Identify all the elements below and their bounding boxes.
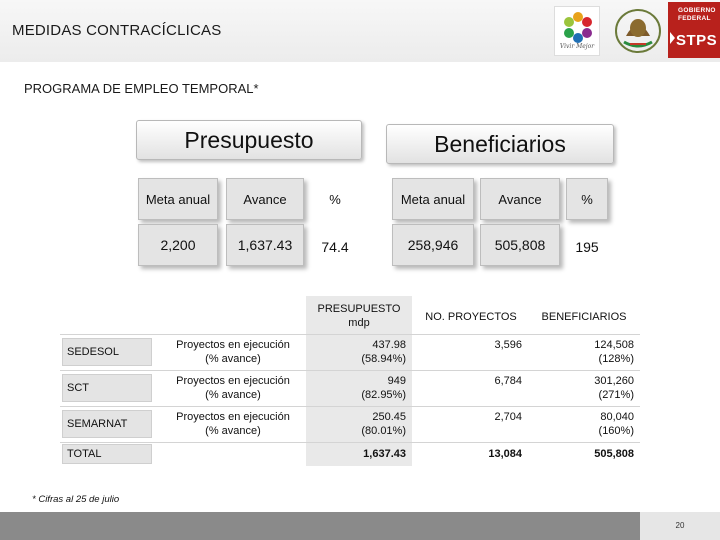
row-label-sedesol: SEDESOL — [62, 338, 152, 366]
row-label-total: TOTAL — [62, 444, 152, 464]
row-desc-semarnat: Proyectos en ejecución (% avance) — [162, 410, 304, 438]
presupuesto-header: Presupuesto — [136, 120, 362, 160]
table-divider — [60, 406, 640, 407]
total-beneficiarios: 505,808 — [594, 448, 634, 460]
table-divider — [60, 442, 640, 443]
slide-title: MEDIDAS CONTRACÍCLICAS — [12, 22, 222, 39]
slide-subtitle: PROGRAMA DE EMPLEO TEMPORAL* — [24, 81, 259, 96]
row-desc-sedesol: Proyectos en ejecución (% avance) — [162, 338, 304, 366]
row-label-sct: SCT — [62, 374, 152, 402]
row-desc-sct: Proyectos en ejecución (% avance) — [162, 374, 304, 402]
vivir-mejor-logo: Vivir Mejor — [554, 6, 600, 56]
row-desc-line1: Proyectos en ejecución — [176, 411, 290, 423]
gobierno-text: GOBIERNO — [678, 7, 716, 14]
pres-value: 250.45 — [372, 411, 406, 423]
stps-text: STPS — [676, 32, 718, 49]
beneficiarios-header: Beneficiarios — [386, 124, 614, 164]
presupuesto-col-title: PRESUPUESTO — [317, 303, 401, 315]
page-number: 20 — [640, 512, 720, 540]
total-proyectos: 13,084 — [488, 448, 522, 460]
pres-avance-label: Avance — [226, 178, 304, 220]
row-ben-sedesol: 124,508 (128%) — [530, 338, 634, 366]
row-proyectos-semarnat: 2,704 — [494, 411, 522, 423]
play-triangle-icon — [670, 32, 675, 44]
ben-avance-label: Avance — [480, 178, 560, 220]
pres-meta-value: 2,200 — [138, 224, 218, 266]
ben-meta-label: Meta anual — [392, 178, 474, 220]
row-desc-line2: (% avance) — [205, 353, 261, 365]
mexico-seal-icon — [615, 9, 661, 53]
beneficiarios-col-header: BENEFICIARIOS — [541, 311, 627, 323]
slide-header: MEDIDAS CONTRACÍCLICAS Vivir Mejor GOBI — [0, 0, 720, 62]
presupuesto-column-bg — [306, 296, 412, 466]
proyectos-col-header: NO. PROYECTOS — [425, 311, 517, 323]
row-pres-sct: 949 (82.95%) — [306, 374, 406, 402]
ben-pct: (271%) — [598, 389, 634, 401]
ben-pct-label: % — [566, 178, 608, 220]
bottom-bar: 20 — [0, 512, 720, 540]
pres-value: 949 — [387, 375, 406, 387]
row-desc-line1: Proyectos en ejecución — [176, 375, 290, 387]
row-desc-line2: (% avance) — [205, 425, 261, 437]
row-proyectos-sct: 6,784 — [494, 375, 522, 387]
row-pres-sedesol: 437.98 (58.94%) — [306, 338, 406, 366]
total-pres: 1,637.43 — [363, 448, 406, 460]
pres-pct-value: 74.4 — [321, 238, 349, 255]
row-proyectos-sedesol: 3,596 — [494, 339, 522, 351]
ben-value: 80,040 — [600, 411, 634, 423]
row-ben-sct: 301,260 (271%) — [530, 374, 634, 402]
presupuesto-col-unit: mdp — [348, 317, 370, 329]
pres-pct-label: % — [329, 191, 341, 207]
vivir-mejor-caption: Vivir Mejor — [559, 43, 595, 50]
pres-meta-label: Meta anual — [138, 178, 218, 220]
footnote: * Cifras al 25 de julio — [32, 494, 120, 505]
pres-pct: (82.95%) — [361, 389, 406, 401]
ben-pct: (160%) — [598, 425, 634, 437]
row-ben-semarnat: 80,040 (160%) — [530, 410, 634, 438]
ben-avance-value: 505,808 — [480, 224, 560, 266]
stps-logo: GOBIERNO FEDERAL STPS — [668, 2, 720, 58]
pres-pct: (58.94%) — [361, 353, 406, 365]
logo-area: Vivir Mejor GOBIERNO FEDERAL STPS — [548, 2, 720, 58]
pres-pct: (80.01%) — [361, 425, 406, 437]
table-divider — [60, 370, 640, 371]
ben-value: 301,260 — [594, 375, 634, 387]
row-desc-line2: (% avance) — [205, 389, 261, 401]
ben-meta-value: 258,946 — [392, 224, 474, 266]
flower-icon — [564, 12, 592, 43]
ben-pct-value: 195 — [575, 238, 599, 255]
pres-avance-value: 1,637.43 — [226, 224, 304, 266]
table-divider — [60, 334, 640, 335]
ben-value: 124,508 — [594, 339, 634, 351]
row-desc-line1: Proyectos en ejecución — [176, 339, 290, 351]
row-label-semarnat: SEMARNAT — [62, 410, 152, 438]
federal-text: FEDERAL — [678, 15, 711, 22]
ben-pct: (128%) — [598, 353, 634, 365]
row-pres-semarnat: 250.45 (80.01%) — [306, 410, 406, 438]
presupuesto-col-header: PRESUPUESTO mdp — [306, 302, 412, 330]
pres-value: 437.98 — [372, 339, 406, 351]
